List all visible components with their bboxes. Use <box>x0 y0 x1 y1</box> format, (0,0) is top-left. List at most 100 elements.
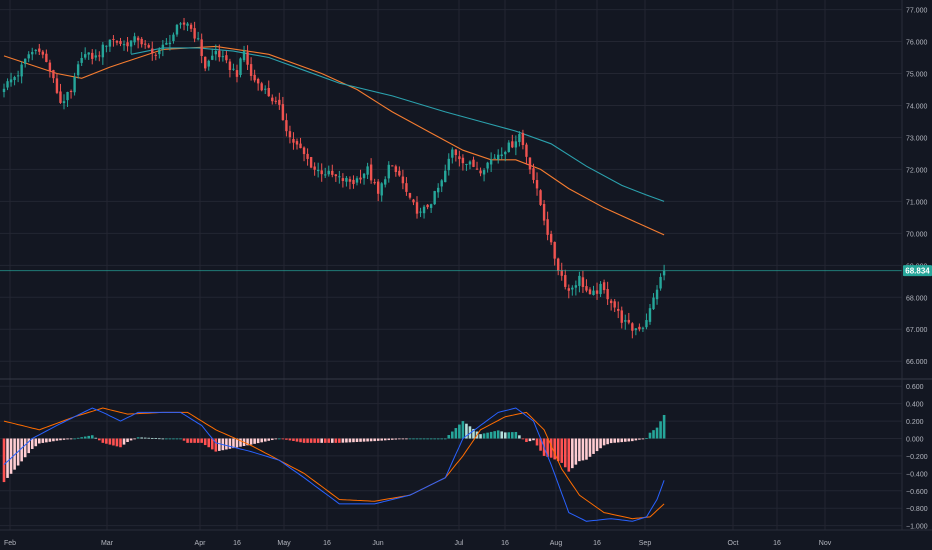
candle[interactable] <box>41 49 45 59</box>
candle[interactable] <box>59 83 62 104</box>
candle[interactable] <box>624 314 627 330</box>
candle[interactable] <box>23 58 27 68</box>
candle[interactable] <box>196 31 200 41</box>
candle[interactable] <box>394 164 398 177</box>
candle[interactable] <box>532 163 535 184</box>
candle[interactable] <box>246 45 249 71</box>
candle[interactable] <box>373 178 376 185</box>
candle[interactable] <box>9 72 13 87</box>
candle[interactable] <box>482 168 486 182</box>
candle[interactable] <box>62 94 66 110</box>
candle[interactable] <box>80 52 83 66</box>
candle[interactable] <box>662 264 666 281</box>
candle[interactable] <box>627 312 631 325</box>
candle[interactable] <box>451 147 454 164</box>
candle[interactable] <box>140 37 143 48</box>
candle[interactable] <box>387 161 390 183</box>
candle[interactable] <box>168 34 172 51</box>
candle[interactable] <box>560 262 563 281</box>
candle[interactable] <box>331 164 334 178</box>
candle[interactable] <box>232 63 235 71</box>
candle[interactable] <box>87 52 90 60</box>
candle[interactable] <box>253 69 256 83</box>
candle[interactable] <box>468 160 472 170</box>
candle[interactable] <box>359 169 362 184</box>
candle[interactable] <box>341 173 345 188</box>
candle[interactable] <box>186 22 189 32</box>
candle[interactable] <box>546 211 549 241</box>
candle[interactable] <box>235 64 239 83</box>
candle[interactable] <box>504 150 507 162</box>
candle[interactable] <box>225 50 228 64</box>
candle[interactable] <box>320 163 323 182</box>
candle[interactable] <box>122 40 126 51</box>
candle[interactable] <box>309 156 313 169</box>
candle[interactable] <box>493 154 496 159</box>
candle[interactable] <box>422 204 426 219</box>
candle[interactable] <box>436 183 440 198</box>
time-axis[interactable]: Feb Mar Apr 16 May 16 Jun Jul 16 Aug 16 Sep Oct 16 Nov <box>4 540 832 547</box>
candle[interactable] <box>440 179 443 193</box>
candle[interactable] <box>384 176 387 188</box>
candle[interactable] <box>299 137 302 149</box>
candle[interactable] <box>214 44 217 61</box>
candle[interactable] <box>27 51 30 63</box>
price-axis[interactable]: 77.000 76.000 75.000 74.000 73.000 72.000 71.0… <box>906 8 928 367</box>
candle[interactable] <box>606 281 609 305</box>
candle[interactable] <box>34 49 37 55</box>
candle[interactable] <box>412 198 415 206</box>
candle[interactable] <box>574 280 578 296</box>
candle[interactable] <box>454 148 458 162</box>
candle[interactable] <box>369 158 373 184</box>
candle[interactable] <box>461 154 465 171</box>
candle[interactable] <box>313 162 316 176</box>
candle[interactable] <box>613 299 616 313</box>
candle[interactable] <box>355 176 359 186</box>
candle[interactable] <box>105 45 108 53</box>
candle[interactable] <box>405 177 408 196</box>
candle[interactable] <box>645 313 648 330</box>
candle[interactable] <box>147 43 150 49</box>
candle[interactable] <box>285 113 288 137</box>
candlestick-series[interactable] <box>2 17 666 339</box>
candle[interactable] <box>528 157 532 175</box>
candle[interactable] <box>151 41 154 61</box>
candle[interactable] <box>398 166 401 177</box>
candle[interactable] <box>433 190 436 206</box>
candle[interactable] <box>98 51 101 62</box>
candle[interactable] <box>553 241 556 266</box>
candle[interactable] <box>475 161 479 170</box>
candle[interactable] <box>599 281 602 298</box>
candle[interactable] <box>112 35 115 47</box>
candle[interactable] <box>634 327 638 336</box>
candle[interactable] <box>652 293 655 310</box>
candle[interactable] <box>200 33 203 64</box>
candle[interactable] <box>588 287 592 295</box>
candle[interactable] <box>101 41 105 65</box>
candle[interactable] <box>175 23 179 37</box>
candle[interactable] <box>472 156 475 168</box>
candle[interactable] <box>179 22 182 29</box>
candle[interactable] <box>52 69 55 83</box>
candle[interactable] <box>447 153 450 176</box>
candle[interactable] <box>302 146 306 162</box>
candle[interactable] <box>362 172 366 185</box>
candle[interactable] <box>260 81 263 92</box>
candle[interactable] <box>108 39 112 52</box>
candle[interactable] <box>91 49 94 65</box>
candle[interactable] <box>564 269 567 290</box>
candle[interactable] <box>408 192 412 200</box>
candle[interactable] <box>211 48 214 61</box>
candle[interactable] <box>115 40 119 46</box>
candle[interactable] <box>535 172 539 196</box>
candle[interactable] <box>571 285 574 296</box>
candle[interactable] <box>16 70 20 83</box>
candle[interactable] <box>578 271 581 293</box>
candle[interactable] <box>249 57 253 81</box>
candle[interactable] <box>380 182 383 202</box>
candle[interactable] <box>144 40 147 49</box>
candle[interactable] <box>45 49 48 63</box>
candle[interactable] <box>204 56 207 72</box>
candle[interactable] <box>521 129 525 150</box>
candle[interactable] <box>511 134 514 149</box>
